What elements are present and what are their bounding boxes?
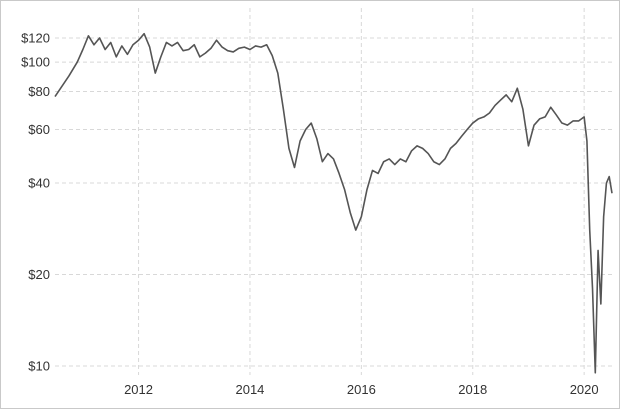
price-series-line	[54, 32, 613, 374]
x-tick-label: 2012	[124, 382, 153, 397]
y-tick-label: $20	[28, 267, 50, 282]
x-tick-label: 2018	[458, 382, 487, 397]
y-tick-label: $40	[28, 176, 50, 191]
y-axis: $120 $100 $80 $60 $40 $20 $10	[21, 31, 50, 374]
x-tick-label: 2020	[570, 382, 599, 397]
x-tick-label: 2014	[235, 382, 264, 397]
y-tick-label: $100	[21, 55, 50, 70]
y-tick-label: $60	[28, 122, 50, 137]
y-tick-label: $120	[21, 31, 50, 46]
y-tick-label: $80	[28, 84, 50, 99]
x-axis: 2012 2014 2016 2018 2020	[124, 382, 599, 397]
x-tick-label: 2016	[347, 382, 376, 397]
grid	[55, 8, 612, 375]
y-tick-label: $10	[28, 359, 50, 374]
